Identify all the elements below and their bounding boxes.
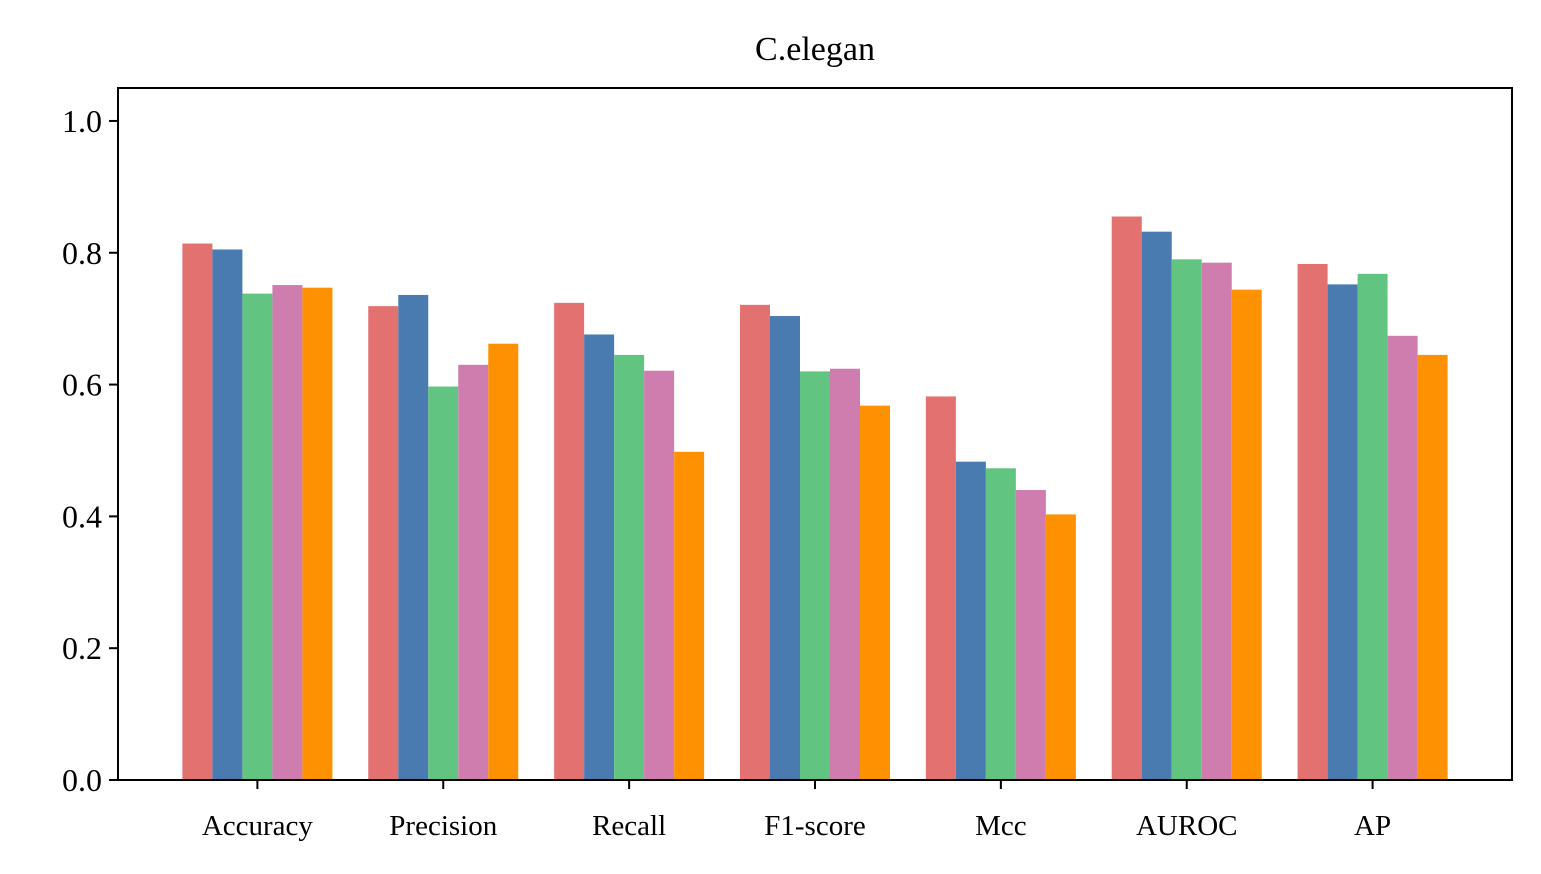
bar-f1-score-s4	[830, 368, 860, 780]
bar-precision-s4	[458, 364, 489, 780]
y-axis: 0.0 0.2 0.4 0.6 0.8 1.0	[62, 103, 118, 798]
bar-mcc-s3	[985, 468, 1016, 780]
x-tick-label: Mcc	[975, 810, 1027, 842]
bar-precision-s2	[398, 294, 429, 780]
x-tick-label: AP	[1354, 810, 1391, 842]
bar-recall-s1	[554, 302, 585, 780]
y-tick-label: 0.6	[62, 367, 102, 403]
bar-auroc-s5	[1231, 289, 1262, 780]
bar-precision-s1	[368, 306, 399, 780]
bar-f1-score-s3	[800, 371, 830, 780]
bar-ap-s3	[1357, 273, 1388, 780]
bar-auroc-s2	[1141, 231, 1172, 781]
bar-mcc-s5	[1045, 514, 1076, 780]
bar-f1-score-s2	[770, 316, 800, 780]
bar-accuracy-s1	[182, 243, 213, 781]
bar-mcc-s2	[955, 461, 986, 780]
bar-ap-s2	[1327, 284, 1358, 780]
x-axis: Accuracy Precision Recall F1-score Mcc AUROC A…	[202, 780, 1391, 842]
x-tick-label: AUROC	[1136, 810, 1238, 842]
bar-auroc-s3	[1171, 259, 1202, 780]
bar-accuracy-s3	[242, 293, 273, 780]
bar-accuracy-s5	[302, 287, 333, 780]
y-tick-label: 0.2	[62, 630, 102, 666]
chart-title: C.elegan	[755, 31, 875, 68]
bar-auroc-s1	[1111, 216, 1142, 780]
bar-accuracy-s4	[272, 285, 303, 780]
x-tick-label: Accuracy	[202, 810, 314, 842]
bar-precision-s5	[488, 343, 519, 780]
bar-precision-s3	[428, 386, 459, 780]
bar-ap-s5	[1417, 354, 1448, 780]
x-tick-label: F1-score	[764, 810, 865, 842]
bar-ap-s4	[1387, 335, 1418, 780]
bar-mcc-s1	[925, 396, 956, 780]
bar-mcc-s4	[1015, 490, 1046, 780]
bar-ap-s1	[1297, 263, 1328, 781]
bar-f1-score-s1	[740, 304, 770, 780]
bar-accuracy-s2	[212, 249, 243, 780]
bar-auroc-s4	[1201, 262, 1232, 781]
bar-recall-s2	[584, 334, 615, 780]
x-tick-label: Recall	[592, 810, 666, 842]
bar-recall-s5	[674, 451, 705, 780]
x-tick-label: Precision	[389, 810, 497, 842]
y-tick-label: 0.0	[62, 762, 102, 798]
bars-group	[182, 216, 1448, 781]
bar-f1-score-s5	[860, 405, 890, 780]
y-tick-label: 0.4	[62, 498, 102, 534]
y-tick-label: 0.8	[62, 235, 102, 271]
y-tick-label: 1.0	[62, 103, 102, 139]
bar-recall-s3	[614, 354, 645, 780]
bar-recall-s4	[644, 370, 675, 780]
